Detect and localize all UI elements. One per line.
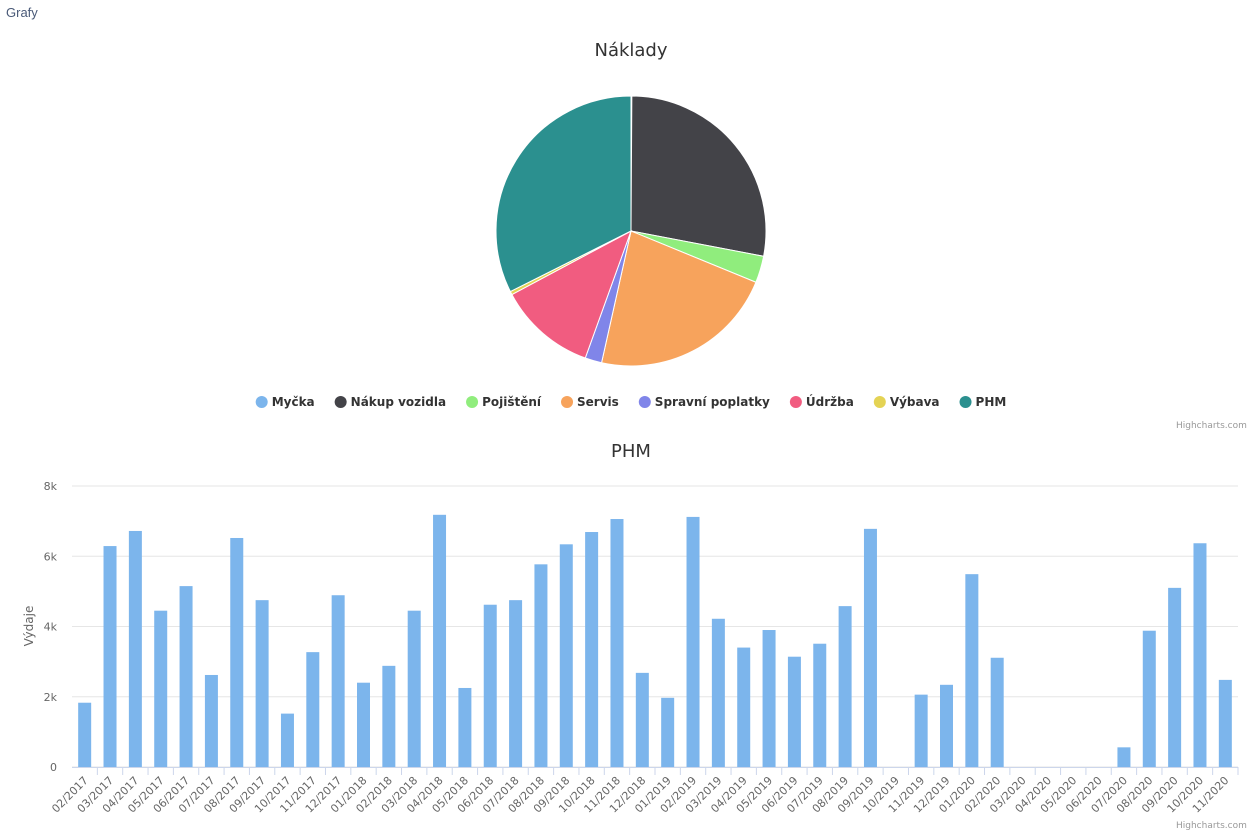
bar-02-2019[interactable] bbox=[686, 516, 700, 767]
legend-marker bbox=[959, 396, 972, 408]
legend-label: Spravní poplatky bbox=[655, 395, 770, 409]
y-tick-label: 8k bbox=[44, 480, 58, 493]
legend-label: Údržba bbox=[806, 394, 854, 409]
y-axis-title: Výdaje bbox=[22, 606, 36, 647]
bar-07-2018[interactable] bbox=[509, 600, 523, 767]
bar-11-2019[interactable] bbox=[914, 694, 928, 767]
bar-11-2018[interactable] bbox=[610, 519, 624, 767]
legend-label: Pojištění bbox=[482, 395, 542, 409]
bar-08-2018[interactable] bbox=[534, 564, 548, 767]
bar-03-2017[interactable] bbox=[103, 546, 117, 767]
bar-10-2017[interactable] bbox=[280, 713, 294, 767]
bar-chart: PHM Výdaje 0 2k 4k 6k 8k 02/201703/201704/20… bbox=[22, 441, 1247, 831]
y-tick-label: 2k bbox=[44, 691, 58, 704]
bar-04-2018[interactable] bbox=[433, 514, 447, 767]
bar-01-2020[interactable] bbox=[965, 574, 979, 767]
bar-03-2018[interactable] bbox=[407, 610, 421, 767]
bar-02-2017[interactable] bbox=[78, 702, 92, 767]
bar-05-2017[interactable] bbox=[154, 610, 168, 767]
legend-item-vybava[interactable]: Výbava bbox=[873, 395, 940, 409]
bar-06-2019[interactable] bbox=[787, 656, 801, 767]
legend-marker bbox=[334, 396, 347, 408]
bar-12-2019[interactable] bbox=[940, 684, 953, 767]
legend-marker bbox=[789, 396, 802, 408]
credits-link[interactable]: Highcharts.com bbox=[1176, 421, 1247, 431]
legend-label: Nákup vozidla bbox=[351, 395, 446, 409]
legend-marker bbox=[561, 396, 574, 408]
bar-07-2017[interactable] bbox=[204, 674, 218, 767]
legend-item-servis[interactable]: Servis bbox=[561, 395, 619, 409]
x-axis-ticks: 02/201703/201704/201705/201706/201707/20… bbox=[49, 767, 1239, 815]
pie-slice-phm[interactable] bbox=[495, 95, 632, 293]
legend-marker bbox=[255, 396, 268, 408]
legend-label: Výbava bbox=[890, 395, 940, 409]
bar-02-2020[interactable] bbox=[990, 657, 1004, 767]
page-title: Grafy bbox=[6, 5, 38, 20]
pie-chart: Náklady Myčka Nákup vozidla Pojištění Servi… bbox=[255, 40, 1247, 431]
bar-06-2017[interactable] bbox=[179, 586, 193, 767]
bar-01-2019[interactable] bbox=[661, 697, 675, 767]
bar-10-2018[interactable] bbox=[585, 532, 599, 767]
legend-item-udrzba[interactable]: Údržba bbox=[789, 394, 854, 409]
y-tick-label: 6k bbox=[44, 550, 58, 563]
bar-chart-title: PHM bbox=[611, 441, 651, 462]
pie-slice-udrzba[interactable] bbox=[511, 229, 632, 359]
credits-link-2[interactable]: Highcharts.com bbox=[1176, 821, 1247, 831]
pie-slice-servis[interactable] bbox=[600, 230, 757, 367]
legend-item-spravni-poplatky[interactable]: Spravní poplatky bbox=[638, 395, 770, 409]
bar-05-2019[interactable] bbox=[762, 630, 776, 767]
pie-chart-title: Náklady bbox=[594, 40, 667, 61]
bar-09-2017[interactable] bbox=[255, 600, 269, 767]
bar-03-2019[interactable] bbox=[711, 618, 725, 767]
bar-12-2018[interactable] bbox=[635, 672, 649, 767]
legend-item-nakup-vozidla[interactable]: Nákup vozidla bbox=[334, 395, 446, 409]
pie-legend: Myčka Nákup vozidla Pojištění Servis Spravní… bbox=[255, 394, 1007, 409]
bar-09-2019[interactable] bbox=[863, 528, 877, 767]
bar-01-2018[interactable] bbox=[357, 682, 370, 767]
pie-slices bbox=[495, 95, 767, 367]
bar-08-2020[interactable] bbox=[1142, 630, 1156, 767]
legend-label: PHM bbox=[976, 395, 1007, 409]
bar-10-2020[interactable] bbox=[1193, 543, 1207, 767]
bar-04-2019[interactable] bbox=[737, 647, 751, 767]
bar-11-2020[interactable] bbox=[1218, 679, 1232, 767]
legend-marker bbox=[873, 396, 886, 408]
bar-06-2018[interactable] bbox=[483, 604, 497, 767]
pie-slice-nakup-vozidla[interactable] bbox=[630, 95, 767, 257]
bar-08-2017[interactable] bbox=[230, 537, 244, 767]
legend-item-pojisteni[interactable]: Pojištění bbox=[466, 395, 542, 409]
bar-05-2018[interactable] bbox=[458, 687, 472, 767]
bar-02-2018[interactable] bbox=[382, 665, 396, 767]
legend-marker bbox=[466, 396, 479, 408]
bar-series bbox=[78, 514, 1232, 767]
bar-grid bbox=[72, 485, 1238, 768]
legend-marker bbox=[638, 396, 651, 408]
bar-11-2017[interactable] bbox=[306, 652, 320, 767]
y-axis-ticks: 0 2k 4k 6k 8k bbox=[44, 480, 58, 774]
legend-label: Servis bbox=[577, 395, 619, 409]
legend-item-mycka[interactable]: Myčka bbox=[255, 395, 315, 409]
bar-04-2017[interactable] bbox=[128, 530, 142, 767]
bar-09-2018[interactable] bbox=[559, 544, 573, 767]
bar-12-2017[interactable] bbox=[331, 595, 345, 767]
y-tick-label: 4k bbox=[44, 621, 58, 634]
bar-07-2020[interactable] bbox=[1117, 747, 1131, 767]
bar-08-2019[interactable] bbox=[838, 606, 852, 767]
legend-label: Myčka bbox=[272, 395, 315, 409]
legend-item-phm[interactable]: PHM bbox=[959, 395, 1007, 409]
bar-07-2019[interactable] bbox=[813, 643, 827, 767]
y-tick-label: 0 bbox=[50, 761, 57, 774]
bar-09-2020[interactable] bbox=[1168, 587, 1182, 767]
